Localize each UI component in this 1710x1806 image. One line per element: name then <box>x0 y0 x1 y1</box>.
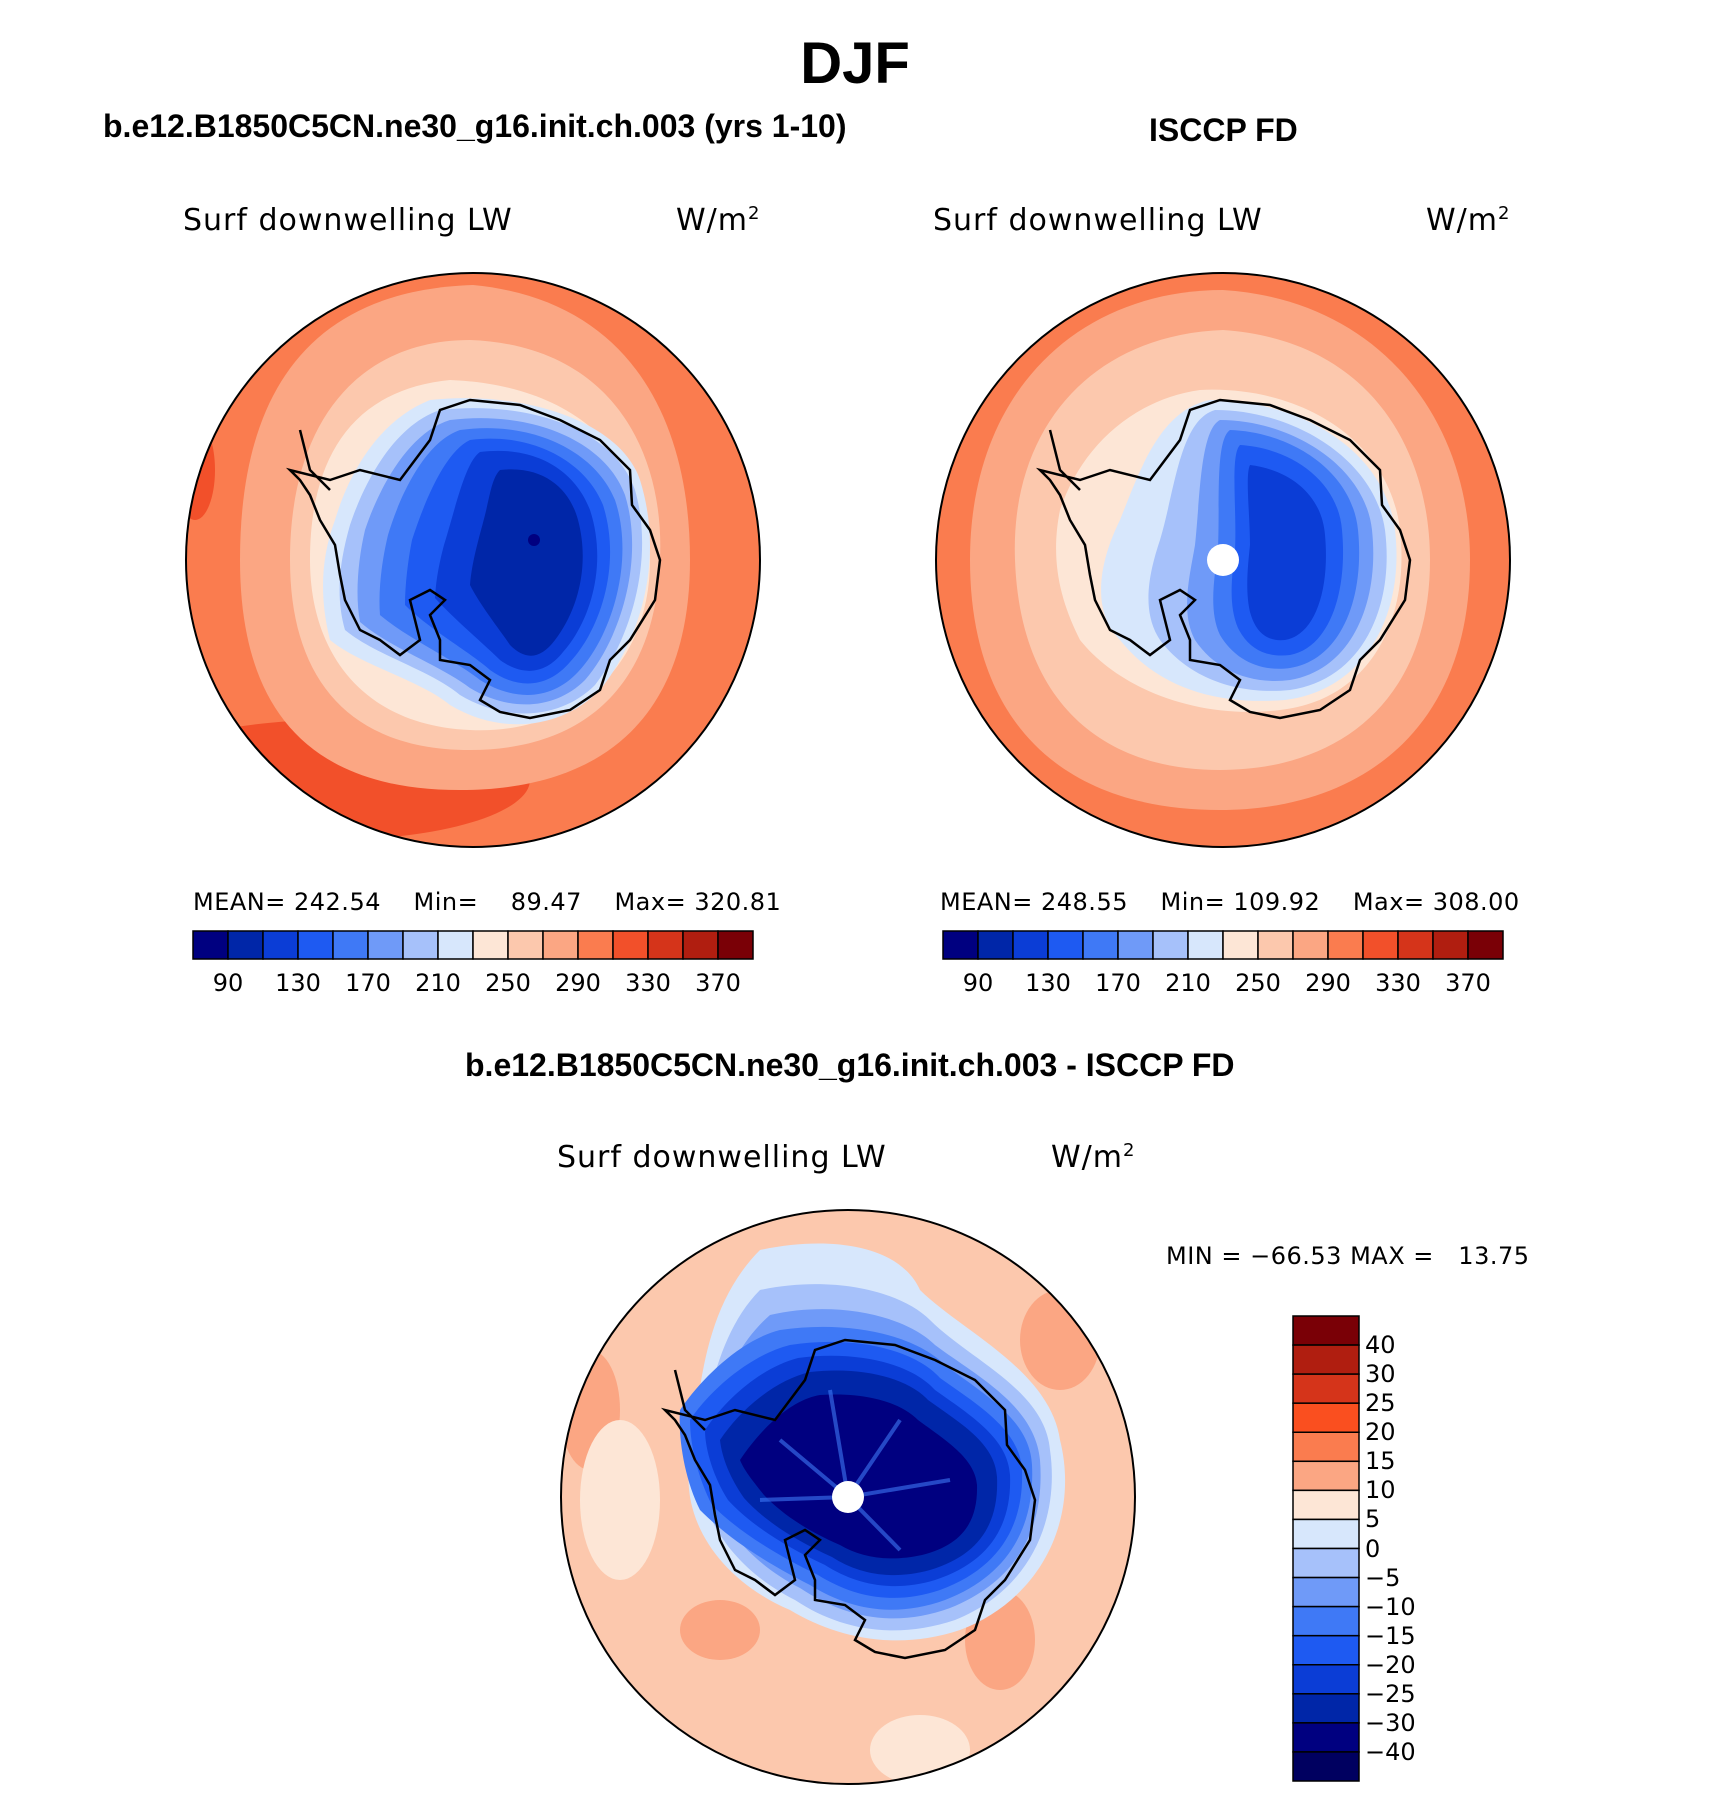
colorbar-swatch <box>1292 1722 1360 1753</box>
colorbar-tick-label: 170 <box>345 969 391 997</box>
colorbar-swatch <box>1292 1460 1360 1492</box>
colorbar-tick-label: 370 <box>1445 969 1491 997</box>
panel3-stats: MIN = −66.53 MAX = 13.75 <box>1166 1242 1530 1270</box>
colorbar-swatch <box>647 930 684 960</box>
colorbar-swatch <box>1292 1576 1360 1608</box>
panel2-coastline <box>1035 398 1412 720</box>
colorbar-tick-label: 15 <box>1365 1447 1396 1476</box>
colorbar-swatch <box>612 930 649 960</box>
colorbar-tick-label: 5 <box>1365 1505 1381 1534</box>
panel2-title: ISCCP FD <box>1149 112 1298 148</box>
colorbar-swatch <box>1292 1664 1360 1695</box>
colorbar-swatch <box>262 930 299 960</box>
colorbar-tick-label: −15 <box>1365 1621 1416 1650</box>
colorbar-swatch <box>1292 1751 1360 1782</box>
panel1-variable-label: Surf downwelling LW <box>183 203 513 238</box>
colorbar-swatch <box>1467 930 1504 960</box>
colorbar-tick-label: 330 <box>625 969 671 997</box>
colorbar-tick-label: 130 <box>1025 969 1071 997</box>
colorbar-swatch <box>682 930 719 960</box>
colorbar-swatch <box>367 930 404 960</box>
colorbar-swatch <box>1432 930 1469 960</box>
colorbar-tick-label: 330 <box>1375 969 1421 997</box>
colorbar-swatch <box>402 930 439 960</box>
colorbar-tick-label: −20 <box>1365 1650 1416 1679</box>
colorbar-tick-label: 250 <box>1235 969 1281 997</box>
colorbar-swatch <box>297 930 334 960</box>
colorbar-tick-label: 10 <box>1365 1476 1396 1505</box>
colorbar-swatch <box>1292 1518 1360 1550</box>
colorbar-swatch <box>977 930 1014 960</box>
colorbar-tick-label: 25 <box>1365 1389 1396 1418</box>
colorbar-tick-label: −5 <box>1365 1563 1401 1592</box>
colorbar-tick-label: 370 <box>695 969 741 997</box>
colorbar-tick-label: −30 <box>1365 1708 1416 1737</box>
colorbar-swatch <box>1222 930 1259 960</box>
colorbar-swatch <box>437 930 474 960</box>
panel1-units: W/m2 <box>676 203 761 238</box>
colorbar-tick-label: −25 <box>1365 1679 1416 1708</box>
colorbar-swatch <box>1292 1431 1360 1463</box>
panel2-stats: MEAN= 248.55 Min= 109.92 Max= 308.00 <box>940 888 1520 916</box>
colorbar-tick-label: 90 <box>212 969 244 997</box>
colorbar-swatch <box>1292 1344 1360 1375</box>
panel3-title: b.e12.B1850C5CN.ne30_g16.init.ch.003 - I… <box>465 1047 1235 1083</box>
panel1-title: b.e12.B1850C5CN.ne30_g16.init.ch.003 (yr… <box>103 108 847 144</box>
colorbar-swatch <box>1187 930 1224 960</box>
panel3-coastline <box>660 1338 1037 1660</box>
colorbar-swatch <box>717 930 754 960</box>
colorbar-swatch <box>1362 930 1399 960</box>
colorbar-swatch <box>1152 930 1189 960</box>
colorbar-tick-label: 290 <box>555 969 601 997</box>
colorbar-tick-label: 290 <box>1305 969 1351 997</box>
colorbar-swatch <box>1292 1605 1360 1637</box>
colorbar-tick-label: 20 <box>1365 1418 1396 1447</box>
colorbar-swatch <box>1292 1402 1360 1433</box>
colorbar-swatch <box>1327 930 1364 960</box>
colorbar-tick-label: 170 <box>1095 969 1141 997</box>
colorbar-swatch <box>1292 930 1329 960</box>
colorbar-swatch <box>1397 930 1434 960</box>
colorbar-swatch <box>1257 930 1294 960</box>
colorbar-tick-label: 30 <box>1365 1360 1396 1389</box>
colorbar-tick-label: 0 <box>1365 1534 1381 1563</box>
colorbar-tick-label: −40 <box>1365 1737 1416 1766</box>
colorbar-tick-label: 40 <box>1365 1331 1396 1360</box>
colorbar-tick-label: 90 <box>962 969 994 997</box>
colorbar-swatch <box>1292 1489 1360 1521</box>
colorbar-swatch <box>1292 1315 1360 1346</box>
colorbar-swatch <box>1292 1693 1360 1724</box>
colorbar-tick-label: 250 <box>485 969 531 997</box>
panel1-coastline <box>285 398 662 720</box>
panel2-variable-label: Surf downwelling LW <box>933 203 1263 238</box>
colorbar-swatch <box>1292 1634 1360 1666</box>
panel3-variable-label: Surf downwelling LW <box>557 1140 887 1175</box>
panel1-stats: MEAN= 242.54 Min= 89.47 Max= 320.81 <box>193 888 782 916</box>
colorbar-tick-label: −10 <box>1365 1592 1416 1621</box>
panel2-units: W/m2 <box>1426 203 1511 238</box>
colorbar-swatch <box>472 930 509 960</box>
panel3-units: W/m2 <box>1051 1140 1136 1175</box>
colorbar-swatch <box>332 930 369 960</box>
colorbar-tick-label: 210 <box>415 969 461 997</box>
colorbar-swatch <box>1117 930 1154 960</box>
colorbar-swatch <box>1292 1547 1360 1579</box>
colorbar-tick-label: 210 <box>1165 969 1211 997</box>
colorbar-swatch <box>1292 1373 1360 1404</box>
colorbar-tick-label: 130 <box>275 969 321 997</box>
figure-title: DJF <box>800 31 910 96</box>
